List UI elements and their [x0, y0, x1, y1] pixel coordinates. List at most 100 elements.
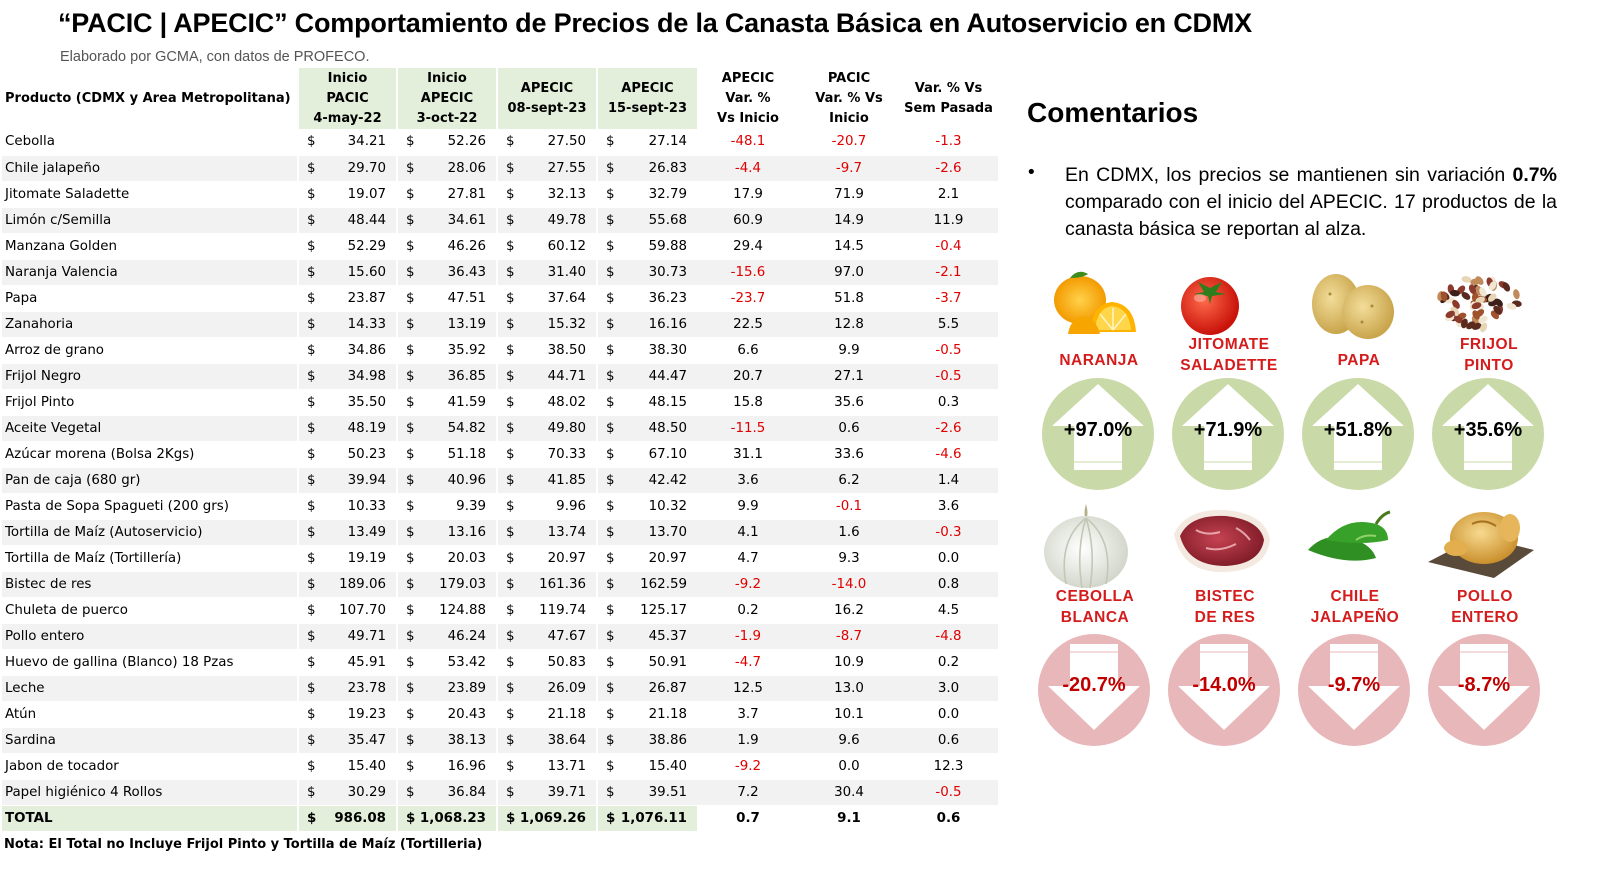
highlight-label: CHILE JALAPEÑO: [1310, 588, 1400, 626]
cell-price-apecic_ini: $41.59: [396, 389, 497, 416]
table-row: Papel higiénico 4 Rollos $30.29 $36.84 $39.…: [2, 779, 998, 806]
highlight-percent: -8.7%: [1457, 674, 1511, 696]
highlight-percent: -20.7%: [1062, 674, 1126, 696]
cell-var-apecic: 15.8: [697, 389, 799, 416]
cell-product: Tortilla de Maíz (Autoservicio): [2, 519, 298, 546]
table-row: Sardina $35.47 $38.13 $38.64 $38.86 1.9 9.6 0.6: [2, 727, 998, 754]
page-subtitle: Elaborado por GCMA, con datos de PROFECO…: [60, 49, 370, 65]
cell-var-apecic: 9.9: [697, 493, 799, 520]
cell-price-apecic_ini: $38.13: [396, 727, 497, 754]
cell-product: Tortilla de Maíz (Tortillería): [2, 545, 298, 572]
table-row: Chile jalapeño $29.70 $28.06 $27.55 $26.83 -4…: [2, 155, 998, 182]
table-row: Frijol Negro $34.98 $36.85 $44.71 $44.47 20.7…: [2, 363, 998, 390]
cell-price-sep15: $10.32: [596, 493, 697, 520]
cell-var-pacic: 10.9: [799, 649, 899, 676]
page-title: “PACIC | APECIC” Comportamiento de Preci…: [58, 8, 1252, 38]
cell-var-pacic: 27.1: [799, 363, 899, 390]
cell-var-sem: -1.3: [899, 129, 998, 156]
cell-var-apecic: 12.5: [697, 675, 799, 702]
cell-var-pacic: 14.5: [799, 233, 899, 260]
cell-product: Frijol Pinto: [2, 389, 298, 416]
cell-var-apecic: -23.7: [697, 285, 799, 312]
header-apecic-15sept: APECIC 15-sept-23: [596, 68, 697, 129]
cell-price-apecic_ini: $13.16: [396, 519, 497, 546]
cell-var-sem: -0.5: [899, 779, 998, 806]
table-row: Pasta de Sopa Spagueti (200 grs) $10.33 $9…: [2, 493, 998, 520]
beans-icon: [1430, 268, 1530, 342]
table-row: Zanahoria $14.33 $13.19 $15.32 $16.16 22.5 12.…: [2, 311, 998, 338]
highlight-percent: -9.7%: [1327, 674, 1381, 696]
cell-product: Chuleta de puerco: [2, 597, 298, 624]
highlight-percent: +35.6%: [1453, 419, 1523, 441]
cell-product: Pan de caja (680 gr): [2, 467, 298, 494]
down-arrow-icon: [1178, 644, 1270, 730]
cell-price-pacic: $48.19: [297, 415, 397, 442]
table-row: Frijol Pinto $35.50 $41.59 $48.02 $48.15 15.8…: [2, 389, 998, 416]
highlight-label: NARANJA: [1059, 352, 1139, 369]
cell-var-sem: 2.1: [899, 181, 998, 208]
table-row: Tortilla de Maíz (Autoservicio) $13.49 $13…: [2, 519, 998, 546]
cell-price-pacic: $34.86: [297, 337, 397, 364]
cell-price-sep08: $31.40: [496, 259, 597, 286]
cell-price-apecic_ini: $124.88: [396, 597, 497, 624]
cell-var-sem: 3.0: [899, 675, 998, 702]
highlight-label: FRIJOL PINTO: [1459, 336, 1519, 374]
cell-var-apecic: 17.9: [697, 181, 799, 208]
cell-price-apecic_ini: $13.19: [396, 311, 497, 338]
cell-var-pacic: 0.6: [799, 415, 899, 442]
cell-var-pacic: 33.6: [799, 441, 899, 468]
cell-price-sep15: $30.73: [596, 259, 697, 286]
cell-var-pacic: 13.0: [799, 675, 899, 702]
cell-price-pacic: $107.70: [297, 597, 397, 624]
cell-var-sem: -0.3: [899, 519, 998, 546]
cell-var-pacic: 35.6: [799, 389, 899, 416]
cell-price-sep15: $67.10: [596, 441, 697, 468]
cell-price-apecic_ini: $40.96: [396, 467, 497, 494]
cell-price-pacic: $52.29: [297, 233, 397, 260]
cell-price-sep15: $38.30: [596, 337, 697, 364]
table-row: Cebolla $34.21 $52.26 $27.50 $27.14 -48.1 -20.…: [2, 129, 998, 156]
cell-var-apecic: 7.2: [697, 779, 799, 806]
cell-price-pacic: $13.49: [297, 519, 397, 546]
cell-price-sep08: $70.33: [496, 441, 597, 468]
cell-var-apecic: -4.7: [697, 649, 799, 676]
cell-var-apecic: -1.9: [697, 623, 799, 650]
cell-price-apecic_ini: $34.61: [396, 207, 497, 234]
header-apecic-var: APECIC Var. % Vs Inicio: [717, 70, 779, 126]
table-row: Azúcar morena (Bolsa 2Kgs) $50.23 $51.18 $7…: [2, 441, 998, 468]
cell-price-pacic: $19.19: [297, 545, 397, 572]
cell-product: Naranja Valencia: [2, 259, 298, 286]
decrease-circle: -14.0%: [1168, 634, 1280, 746]
cell-product: Pollo entero: [2, 623, 298, 650]
cell-price-pacic: $34.98: [297, 363, 397, 390]
down-arrow-icon: [1308, 644, 1400, 730]
cell-var-apecic: 20.7: [697, 363, 799, 390]
cell-price-apecic_ini: $27.81: [396, 181, 497, 208]
cell-var-pacic: -9.7: [799, 155, 899, 182]
cell-product: Sardina: [2, 727, 298, 754]
cell-price-sep08: $26.09: [496, 675, 597, 702]
cell-product: Chile jalapeño: [2, 155, 298, 182]
cell-var-pacic: 51.8: [799, 285, 899, 312]
cell-price-pacic: $15.40: [297, 753, 397, 780]
chicken-icon: [1426, 500, 1536, 584]
total-apecic-inicio: $1,068.23: [396, 805, 497, 832]
cell-price-apecic_ini: $47.51: [396, 285, 497, 312]
cell-price-pacic: $39.94: [297, 467, 397, 494]
cell-price-apecic_ini: $51.18: [396, 441, 497, 468]
cell-price-pacic: $35.50: [297, 389, 397, 416]
header-var-sem: Var. % Vs Sem Pasada: [904, 80, 993, 116]
cell-price-apecic_ini: $23.89: [396, 675, 497, 702]
header-inicio-pacic: Inicio PACIC 4-may-22: [297, 68, 397, 129]
total-label: TOTAL: [2, 805, 298, 832]
cell-price-sep15: $21.18: [596, 701, 697, 728]
cell-var-pacic: 9.6: [799, 727, 899, 754]
cell-var-sem: -0.4: [899, 233, 998, 260]
cell-product: Arroz de grano: [2, 337, 298, 364]
cell-price-sep15: $38.86: [596, 727, 697, 754]
cell-var-pacic: 14.9: [799, 207, 899, 234]
table-row: Leche $23.78 $23.89 $26.09 $26.87 12.5 13.0 3.0: [2, 675, 998, 702]
cell-price-sep15: $125.17: [596, 597, 697, 624]
cell-price-sep08: $50.83: [496, 649, 597, 676]
cell-price-apecic_ini: $53.42: [396, 649, 497, 676]
